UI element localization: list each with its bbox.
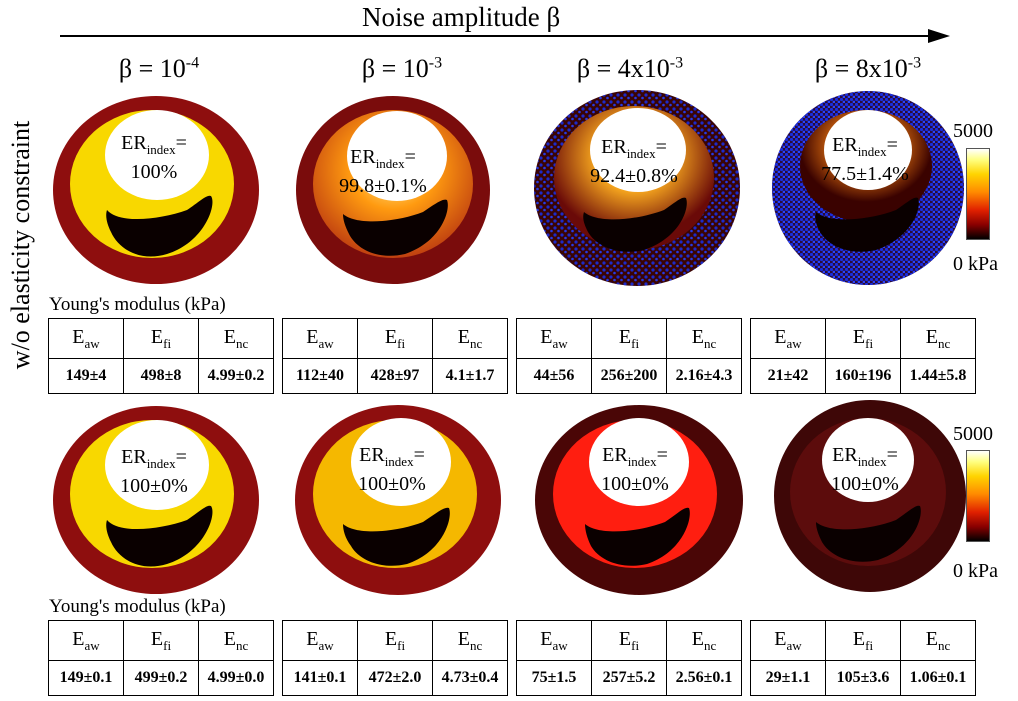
header-e-nc: Enc bbox=[666, 318, 742, 359]
value-e-nc: 4.1±1.7 bbox=[432, 358, 508, 394]
elasticity-map-row1-col1 bbox=[53, 96, 259, 284]
value-e-fi: 498±8 bbox=[123, 358, 199, 394]
modulus-table-row2-col3: Eaw Efi Enc 75±1.5 257±5.2 2.56±0.1 bbox=[516, 620, 742, 696]
value-e-aw: 29±1.1 bbox=[750, 660, 826, 696]
er-index-row1-col4: ERindex= 77.5±1.4% bbox=[821, 134, 909, 185]
value-e-fi: 428±97 bbox=[357, 358, 433, 394]
header-e-fi: Efi bbox=[357, 318, 433, 359]
header-e-fi: Efi bbox=[591, 620, 667, 661]
header-e-aw: Eaw bbox=[750, 318, 826, 359]
value-e-nc: 4.99±0.2 bbox=[198, 358, 274, 394]
header-e-nc: Enc bbox=[198, 318, 274, 359]
elasticity-map-row2-col3 bbox=[535, 405, 743, 595]
value-e-fi: 256±200 bbox=[591, 358, 667, 394]
value-e-aw: 21±42 bbox=[750, 358, 826, 394]
value-e-nc: 1.44±5.8 bbox=[900, 358, 976, 394]
elasticity-map-row1-col4 bbox=[772, 91, 964, 285]
header-e-fi: Efi bbox=[825, 620, 901, 661]
header-e-fi: Efi bbox=[825, 318, 901, 359]
value-e-nc: 4.99±0.0 bbox=[198, 660, 274, 696]
colorbar-min-label-row1: 0 kPa bbox=[953, 253, 998, 275]
header-e-fi: Efi bbox=[123, 318, 199, 359]
value-e-fi: 160±196 bbox=[825, 358, 901, 394]
colorbar-max-label-row2: 5000 bbox=[953, 423, 993, 445]
value-e-fi: 105±3.6 bbox=[825, 660, 901, 696]
value-e-aw: 75±1.5 bbox=[516, 660, 592, 696]
modulus-table-row2-col2: Eaw Efi Enc 141±0.1 472±2.0 4.73±0.4 bbox=[282, 620, 508, 696]
elasticity-map-row2-col4 bbox=[774, 400, 966, 592]
colorbar-min-label-row2: 0 kPa bbox=[953, 560, 998, 582]
header-e-fi: Efi bbox=[357, 620, 433, 661]
modulus-table-row2-col1: Eaw Efi Enc 149±0.1 499±0.2 4.99±0.0 bbox=[48, 620, 274, 696]
value-e-aw: 44±56 bbox=[516, 358, 592, 394]
header-e-nc: Enc bbox=[432, 318, 508, 359]
column-heading-1: β = 10-4 bbox=[118, 54, 200, 83]
value-e-fi: 257±5.2 bbox=[591, 660, 667, 696]
modulus-table-row2-col4: Eaw Efi Enc 29±1.1 105±3.6 1.06±0.1 bbox=[750, 620, 976, 696]
elasticity-map-row2-col2 bbox=[295, 405, 501, 595]
modulus-table-row1-col4: Eaw Efi Enc 21±42 160±196 1.44±5.8 bbox=[750, 318, 976, 394]
header-e-aw: Eaw bbox=[516, 620, 592, 661]
colorbar-row1 bbox=[966, 148, 990, 240]
elasticity-map-row2-col1 bbox=[53, 406, 259, 594]
noise-arrow bbox=[60, 29, 950, 43]
value-e-nc: 2.56±0.1 bbox=[666, 660, 742, 696]
column-heading-4: β = 8x10-3 bbox=[814, 54, 922, 83]
elasticity-map-row1-col2 bbox=[296, 96, 490, 284]
header-e-nc: Enc bbox=[900, 318, 976, 359]
header-e-nc: Enc bbox=[900, 620, 976, 661]
modulus-table-row1-col2: Eaw Efi Enc 112±40 428±97 4.1±1.7 bbox=[282, 318, 508, 394]
er-index-row1-col2: ERindex= 99.8±0.1% bbox=[339, 146, 427, 197]
colorbar-row2 bbox=[966, 450, 990, 542]
noise-amplitude-label: Noise amplitude β bbox=[362, 2, 561, 32]
header-e-aw: Eaw bbox=[282, 318, 358, 359]
value-e-aw: 112±40 bbox=[282, 358, 358, 394]
colorbar-max-label-row1: 5000 bbox=[953, 120, 993, 142]
modulus-table-row1-col3: Eaw Efi Enc 44±56 256±200 2.16±4.3 bbox=[516, 318, 742, 394]
elasticity-map-row1-col3 bbox=[534, 90, 740, 286]
row-label-without-constraint: w/o elasticity constraint bbox=[6, 120, 35, 370]
value-e-nc: 4.73±0.4 bbox=[432, 660, 508, 696]
er-index-row2-col3: ERindex= 100±0% bbox=[601, 444, 669, 495]
column-heading-2: β = 10-3 bbox=[361, 54, 443, 83]
value-e-fi: 499±0.2 bbox=[123, 660, 199, 696]
header-e-aw: Eaw bbox=[282, 620, 358, 661]
value-e-aw: 149±0.1 bbox=[48, 660, 124, 696]
column-heading-3: β = 4x10-3 bbox=[576, 54, 684, 83]
value-e-nc: 1.06±0.1 bbox=[900, 660, 976, 696]
er-index-row2-col4: ERindex= 100±0% bbox=[831, 444, 899, 495]
value-e-aw: 149±4 bbox=[48, 358, 124, 394]
header-e-aw: Eaw bbox=[48, 318, 124, 359]
youngs-modulus-title-row1: Young's modulus (kPa) bbox=[49, 294, 226, 315]
er-index-row2-col2: ERindex= 100±0% bbox=[358, 444, 426, 495]
youngs-modulus-title-row2: Young's modulus (kPa) bbox=[49, 596, 226, 617]
header-e-nc: Enc bbox=[198, 620, 274, 661]
header-e-aw: Eaw bbox=[48, 620, 124, 661]
header-e-aw: Eaw bbox=[750, 620, 826, 661]
header-e-fi: Efi bbox=[591, 318, 667, 359]
header-e-fi: Efi bbox=[123, 620, 199, 661]
er-index-row1-col3: ERindex= 92.4±0.8% bbox=[590, 136, 678, 187]
header-e-nc: Enc bbox=[432, 620, 508, 661]
header-e-aw: Eaw bbox=[516, 318, 592, 359]
er-index-row1-col1: ERindex= 100% bbox=[121, 132, 187, 183]
value-e-nc: 2.16±4.3 bbox=[666, 358, 742, 394]
value-e-fi: 472±2.0 bbox=[357, 660, 433, 696]
er-index-row2-col1: ERindex= 100±0% bbox=[120, 446, 188, 497]
modulus-table-row1-col1: Eaw Efi Enc 149±4 498±8 4.99±0.2 bbox=[48, 318, 274, 394]
header-e-nc: Enc bbox=[666, 620, 742, 661]
value-e-aw: 141±0.1 bbox=[282, 660, 358, 696]
